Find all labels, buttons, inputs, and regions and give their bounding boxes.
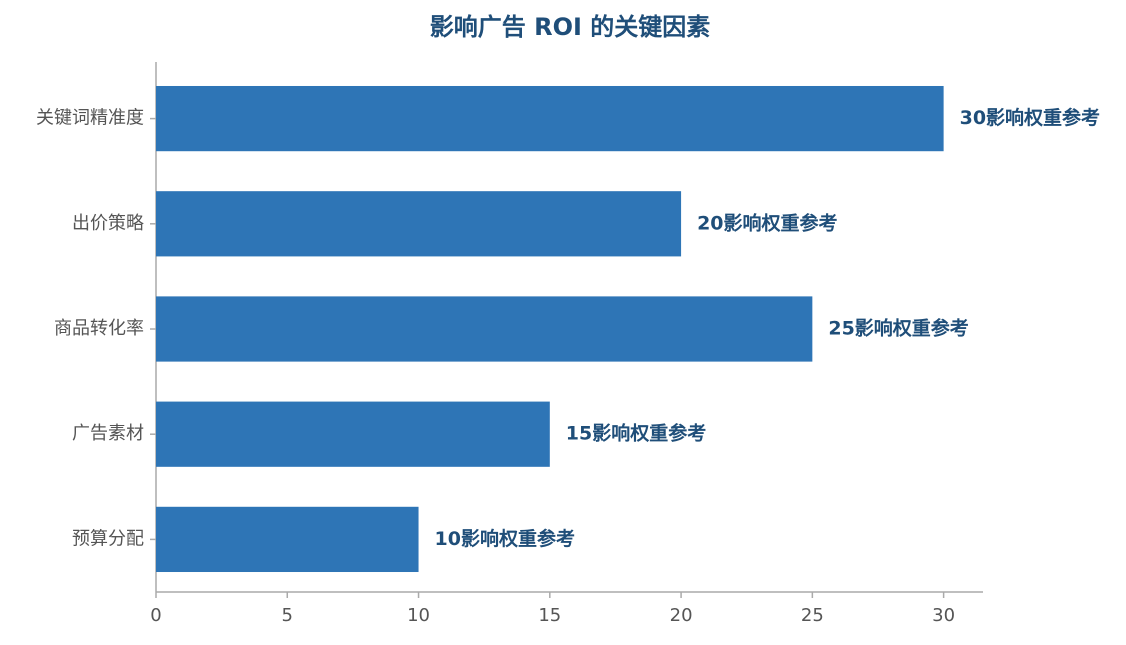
value-label: 20影响权重参考 bbox=[697, 211, 837, 234]
x-tick-label: 15 bbox=[538, 605, 561, 626]
bar bbox=[156, 191, 682, 257]
value-label: 10影响权重参考 bbox=[435, 527, 575, 550]
bar bbox=[156, 85, 944, 152]
y-tick-label: 出价策略 bbox=[72, 213, 144, 234]
y-tick-label: 商品转化率 bbox=[54, 318, 144, 339]
chart-title: 影响广告 ROI 的关键因素 bbox=[430, 13, 711, 41]
bar bbox=[156, 401, 550, 467]
x-tick-label: 30 bbox=[932, 605, 955, 626]
y-tick-label: 预算分配 bbox=[72, 528, 144, 549]
y-tick-label: 广告素材 bbox=[72, 423, 144, 444]
x-tick-label: 10 bbox=[407, 605, 430, 626]
x-tick-label: 25 bbox=[801, 605, 824, 626]
value-label: 25影响权重参考 bbox=[828, 317, 968, 340]
value-label: 30影响权重参考 bbox=[960, 106, 1100, 129]
x-tick-label: 0 bbox=[150, 605, 161, 626]
x-tick-label: 5 bbox=[282, 605, 293, 626]
y-tick-label: 关键词精准度 bbox=[36, 108, 144, 129]
bar bbox=[156, 296, 813, 362]
bar bbox=[156, 506, 419, 573]
value-label: 15影响权重参考 bbox=[566, 422, 706, 445]
x-tick-label: 20 bbox=[670, 605, 693, 626]
